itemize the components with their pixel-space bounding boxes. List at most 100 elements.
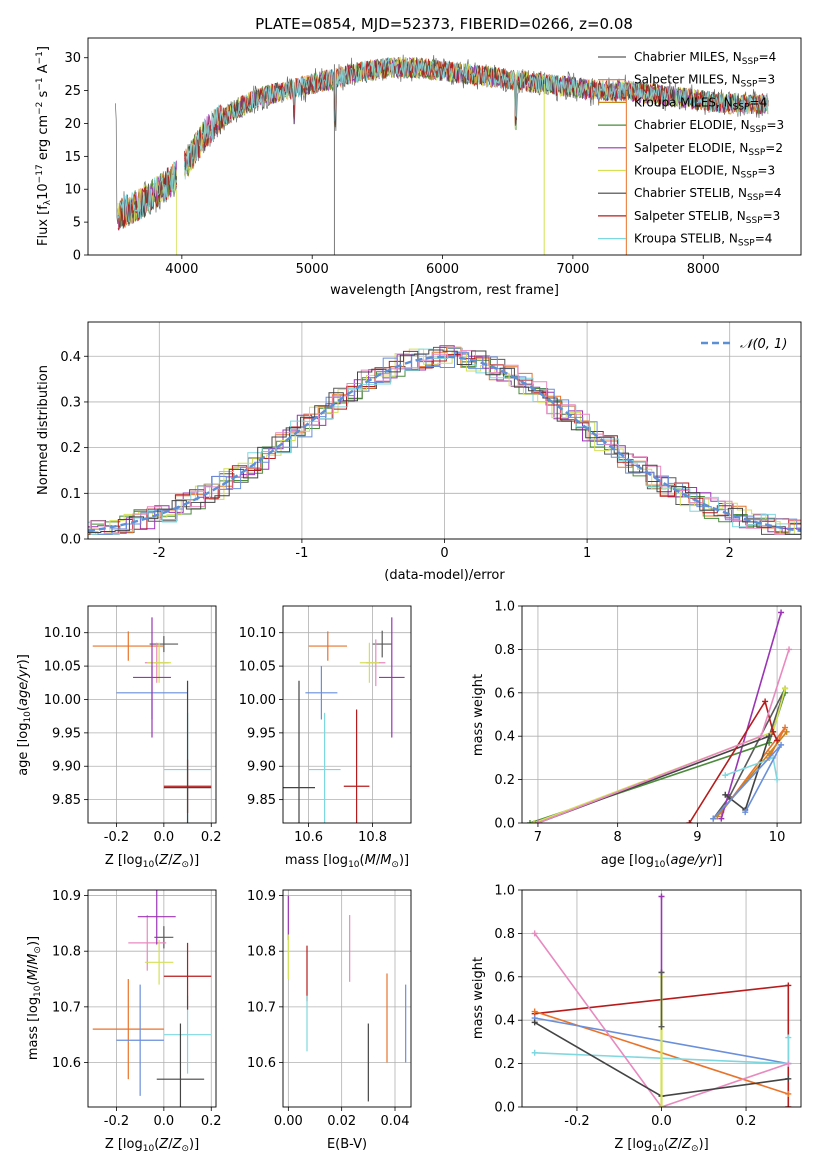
y-tick-label: 0.0: [494, 1101, 515, 1116]
x-tick-label: 0.0: [154, 830, 175, 845]
axes-frame: [282, 605, 412, 824]
plot-area: [115, 54, 769, 255]
y-tick-label: 10.10: [44, 626, 81, 641]
y-tick-label: 0.2: [494, 773, 515, 788]
x-tick-label: 10.6: [294, 830, 323, 845]
x-axis-label: age [log10(age/yr)]: [601, 853, 723, 870]
y-tick-label: 1.0: [494, 884, 515, 899]
data-marker: [782, 685, 789, 692]
y-tick-label: 9.95: [247, 726, 276, 741]
data-marker: [530, 820, 537, 823]
weight-vs-age-panel: 7 8 9 10 0.0 0.2 0.4 0.6 0.8 1.0 age [log10(age/yr…: [471, 600, 802, 870]
y-tick-label: 5: [73, 216, 81, 231]
data-marker: [531, 930, 538, 937]
histogram-series: [88, 348, 801, 535]
data-marker: [782, 724, 789, 731]
weight-series: [534, 932, 789, 1107]
x-tick-label: 0.04: [381, 1114, 410, 1129]
weight-vs-metallicity-panel: -0.2 0.0 0.2 0.0 0.2 0.4 0.6 0.8 1.0 Z [log10(Z/Z…: [471, 884, 802, 1154]
legend-entry: Kroupa STELIB, NSSP=4: [634, 232, 772, 249]
y-tick-label: 25: [64, 84, 81, 99]
mass-vs-extinction-panel: 0.00 0.02 0.04 10.6 10.7 10.8 10.9 E(B-V): [247, 889, 412, 1152]
x-axis-label: Z [log10(Z/Z⊙)]: [105, 1137, 199, 1154]
data-marker: [758, 733, 765, 740]
data-marker: [710, 815, 717, 822]
y-axis-label: Normed distribution: [36, 365, 51, 495]
data-marker: [774, 776, 781, 783]
data-marker: [774, 737, 781, 744]
y-tick-label: 10.00: [44, 693, 81, 708]
x-tick-label: 10: [769, 830, 786, 845]
y-tick-label: 10.10: [239, 626, 276, 641]
y-tick-label: 10.7: [247, 1000, 276, 1015]
data-marker: [722, 772, 729, 779]
residuals-panel: -2 -1 0 1 2 0.0 0.1 0.2 0.3 0.4 𝒩(0, 1) (data-model…: [36, 321, 802, 583]
legend-entry: Salpeter ELODIE, NSSP=2: [634, 141, 783, 158]
histogram-series: [88, 350, 801, 535]
legend-entry: 𝒩(0, 1): [740, 337, 787, 352]
gaussian-curve: [88, 355, 801, 533]
y-tick-label: 1.0: [494, 600, 515, 615]
x-tick-label: 4000: [165, 262, 198, 277]
data-marker: [770, 728, 777, 735]
data-marker: [686, 820, 693, 823]
y-tick-label: 10.8: [52, 945, 81, 960]
weight-series: [712, 744, 782, 820]
y-tick-label: 10.9: [247, 889, 276, 904]
data-marker: [785, 1075, 792, 1082]
x-tick-label: 10.8: [358, 830, 387, 845]
y-tick-label: 10.05: [239, 660, 276, 675]
y-axis-label: mass weight: [471, 957, 486, 1039]
y-tick-label: 20: [64, 117, 81, 132]
legend-entry: Chabrier STELIB, NSSP=4: [634, 186, 782, 203]
data-marker: [534, 820, 541, 823]
data-marker: [785, 1034, 792, 1041]
plot-area: [88, 345, 801, 535]
y-axis-label: age [log10(age/yr)]: [16, 654, 33, 776]
weight-series: [712, 688, 786, 820]
y-tick-label: 0.0: [60, 533, 81, 548]
y-tick-label: 30: [64, 51, 81, 66]
data-marker: [722, 791, 729, 798]
data-marker: [531, 1008, 538, 1015]
y-tick-label: 10.05: [44, 660, 81, 675]
data-marker: [783, 728, 790, 735]
data-marker: [778, 609, 785, 616]
plot-area: [526, 609, 793, 823]
axes-frame: [87, 605, 217, 824]
data-marker: [785, 1090, 792, 1097]
x-tick-label: 0.02: [327, 1114, 356, 1129]
histogram-series: [88, 347, 801, 535]
y-tick-label: 15: [64, 150, 81, 165]
legend-entry: Chabrier ELODIE, NSSP=3: [634, 118, 784, 135]
legend-entry: Chabrier MILES, NSSP=4: [634, 50, 776, 67]
y-tick-label: 9.90: [52, 760, 81, 775]
x-tick-label: -0.2: [104, 1114, 129, 1129]
y-tick-label: 10.6: [52, 1056, 81, 1071]
x-tick-label: 9: [693, 830, 701, 845]
weight-series: [537, 734, 771, 823]
spectrum-panel: 4000 5000 6000 7000 8000 0 5 10 15 20 25 30 Chabrier…: [35, 37, 802, 298]
y-tick-label: 9.85: [52, 793, 81, 808]
x-axis-label: wavelength [Angstrom, rest frame]: [330, 283, 559, 298]
x-tick-label: 1: [583, 546, 591, 561]
axes-frame: [521, 605, 802, 824]
histogram-series: [88, 349, 801, 535]
plot-area: [531, 893, 792, 1107]
y-tick-label: 9.95: [52, 726, 81, 741]
y-axis-label: Flux [fλ10−17 erg cm−2 s−1 A−1]: [35, 46, 53, 246]
axes-frame: [282, 889, 412, 1108]
x-axis-label: Z [log10(Z/Z⊙)]: [105, 853, 199, 870]
y-tick-label: 10: [64, 183, 81, 198]
legend-entry: Kroupa MILES, NSSP=4: [634, 95, 767, 112]
x-axis-label: E(B-V): [327, 1137, 367, 1152]
axes-frame: [521, 889, 802, 1108]
x-tick-label: 0: [440, 546, 448, 561]
y-tick-label: 0.0: [494, 817, 515, 832]
data-marker: [766, 733, 773, 740]
data-marker: [766, 750, 773, 757]
mass-vs-metallicity-panel: -0.2 0.0 0.2 10.6 10.7 10.8 10.9 Z [log10(Z/Z⊙)…: [26, 889, 222, 1154]
x-tick-label: -1: [295, 546, 308, 561]
y-tick-label: 0: [73, 249, 81, 264]
plot-area: [92, 617, 212, 823]
